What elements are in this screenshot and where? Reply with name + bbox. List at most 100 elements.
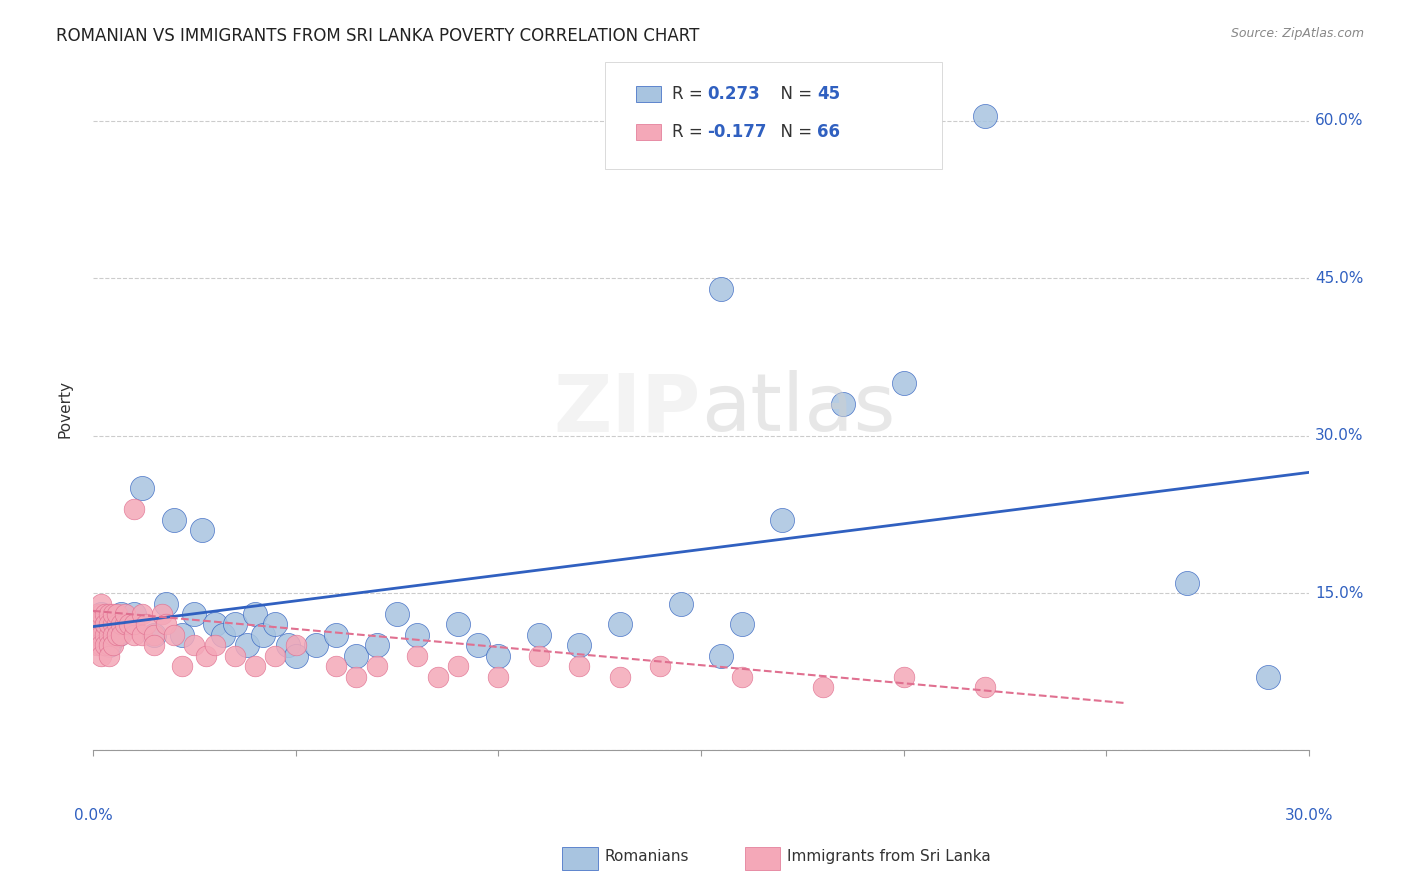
Point: [527, 648, 550, 663]
Point: [131, 607, 153, 621]
Point: [114, 607, 136, 621]
Point: [264, 617, 287, 632]
Point: [385, 607, 408, 621]
Point: [103, 617, 125, 632]
Point: [224, 648, 246, 663]
Point: [103, 607, 125, 621]
Point: [406, 648, 429, 663]
Point: [973, 109, 995, 123]
Point: [90, 628, 112, 642]
Point: [105, 607, 128, 621]
Point: [118, 617, 141, 632]
Text: 45.0%: 45.0%: [1315, 271, 1364, 285]
Point: [163, 512, 186, 526]
Point: [527, 628, 550, 642]
Point: [122, 617, 145, 632]
Text: atlas: atlas: [702, 370, 896, 449]
Point: [1257, 670, 1279, 684]
Point: [90, 597, 112, 611]
Point: [284, 648, 307, 663]
Point: [103, 639, 125, 653]
Point: [277, 639, 299, 653]
Point: [1175, 575, 1198, 590]
Point: [204, 639, 226, 653]
Text: Immigrants from Sri Lanka: Immigrants from Sri Lanka: [787, 849, 991, 863]
Point: [94, 628, 117, 642]
Point: [770, 512, 793, 526]
Point: [142, 639, 165, 653]
Point: [122, 628, 145, 642]
Point: [183, 639, 205, 653]
Point: [346, 648, 368, 663]
Point: [730, 617, 752, 632]
Point: [122, 502, 145, 516]
Point: [195, 648, 218, 663]
Point: [730, 670, 752, 684]
Point: [86, 607, 108, 621]
Point: [110, 628, 132, 642]
Point: [447, 659, 470, 673]
Point: [94, 628, 117, 642]
Point: [105, 617, 128, 632]
Point: [811, 681, 834, 695]
Point: [105, 628, 128, 642]
Point: [710, 648, 733, 663]
Point: [90, 607, 112, 621]
Point: [98, 628, 121, 642]
Text: 0.0%: 0.0%: [73, 808, 112, 823]
Point: [252, 628, 274, 642]
Text: 15.0%: 15.0%: [1315, 585, 1364, 600]
Point: [486, 670, 509, 684]
Point: [94, 639, 117, 653]
Point: [325, 628, 347, 642]
Text: R =: R =: [672, 85, 709, 103]
Point: [224, 617, 246, 632]
Y-axis label: Poverty: Poverty: [58, 381, 72, 439]
Point: [142, 628, 165, 642]
Point: [172, 628, 194, 642]
Point: [90, 617, 112, 632]
Point: [131, 628, 153, 642]
Point: [155, 597, 177, 611]
Point: [86, 617, 108, 632]
Point: [103, 628, 125, 642]
Point: [98, 607, 121, 621]
Point: [426, 670, 449, 684]
Text: N =: N =: [770, 85, 818, 103]
Point: [98, 648, 121, 663]
Point: [98, 617, 121, 632]
Point: [103, 617, 125, 632]
Text: 30.0%: 30.0%: [1315, 428, 1364, 443]
Point: [131, 481, 153, 495]
Point: [94, 617, 117, 632]
Point: [211, 628, 233, 642]
Point: [366, 659, 388, 673]
Point: [105, 628, 128, 642]
Point: [893, 670, 915, 684]
Point: [86, 617, 108, 632]
Text: -0.177: -0.177: [707, 123, 766, 141]
Point: [90, 639, 112, 653]
Point: [284, 639, 307, 653]
Point: [204, 617, 226, 632]
Point: [973, 681, 995, 695]
Point: [831, 397, 853, 411]
Point: [155, 617, 177, 632]
Text: N =: N =: [770, 123, 818, 141]
Point: [90, 648, 112, 663]
Text: 60.0%: 60.0%: [1315, 113, 1364, 128]
Text: ROMANIAN VS IMMIGRANTS FROM SRI LANKA POVERTY CORRELATION CHART: ROMANIAN VS IMMIGRANTS FROM SRI LANKA PO…: [56, 27, 700, 45]
Point: [305, 639, 328, 653]
Point: [98, 639, 121, 653]
Point: [172, 659, 194, 673]
Point: [110, 617, 132, 632]
Point: [893, 376, 915, 391]
Point: [366, 639, 388, 653]
Point: [150, 607, 173, 621]
Point: [86, 639, 108, 653]
Point: [114, 617, 136, 632]
Point: [163, 628, 186, 642]
Point: [669, 597, 692, 611]
Point: [236, 639, 259, 653]
Text: 45: 45: [817, 85, 839, 103]
